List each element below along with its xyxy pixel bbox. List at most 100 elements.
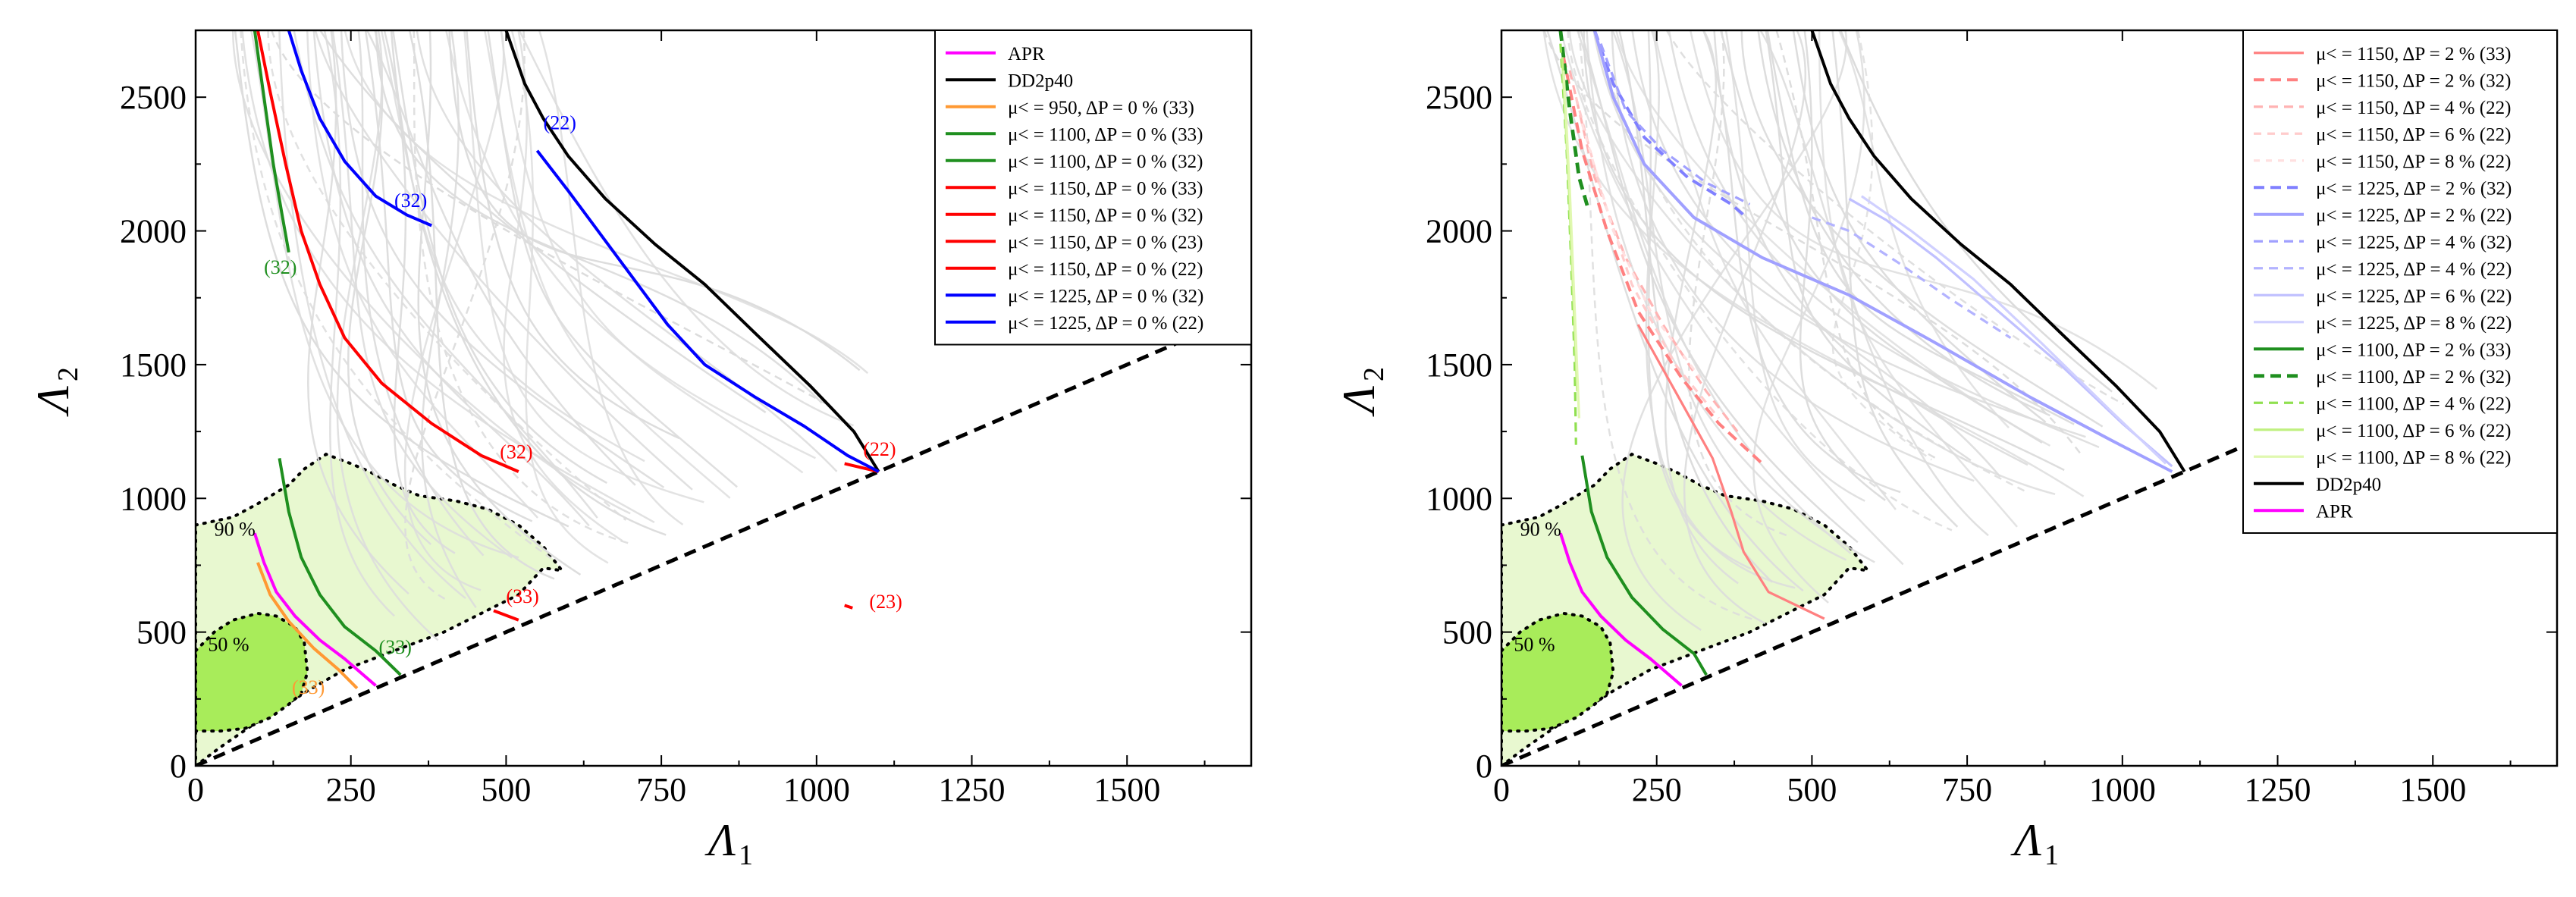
diagonal-line xyxy=(196,309,1251,766)
background-curve xyxy=(1766,30,2075,425)
x-tick-label: 1250 xyxy=(939,771,1006,808)
background-curve xyxy=(1592,30,2086,438)
background-curve xyxy=(278,30,466,600)
background-curve xyxy=(518,30,854,427)
background-curve xyxy=(357,30,485,557)
legend-entry-label: APR xyxy=(2316,501,2353,522)
background-curve xyxy=(417,30,582,576)
background-curve xyxy=(1543,30,2082,455)
x-axis-title: Λ xyxy=(704,815,736,865)
legend-entry-label: μ< = 1225, ΔP = 4 % (22) xyxy=(2316,259,2512,280)
series-line-12 xyxy=(1558,30,1590,210)
background-curve xyxy=(1611,30,1975,482)
annotation-label: (33) xyxy=(506,585,538,607)
background-curve xyxy=(1665,30,2125,406)
x-tick-label: 1500 xyxy=(1093,771,1160,808)
legend-box xyxy=(2242,30,2558,534)
legend-entry-label: μ< = 1100, ΔP = 8 % (22) xyxy=(2316,447,2511,468)
y-tick-label: 1000 xyxy=(120,480,187,517)
background-curve xyxy=(250,30,519,559)
background-curve xyxy=(445,30,816,459)
background-curve xyxy=(231,30,631,515)
y-tick-label: 1500 xyxy=(120,347,187,384)
background-curve xyxy=(240,30,552,560)
legend-entry-label: μ< = 1225, ΔP = 0 % (22) xyxy=(1008,313,1203,334)
background-curve xyxy=(234,30,569,528)
legend-entry-label: μ< = 1150, ΔP = 4 % (22) xyxy=(2316,98,2511,118)
background-curve xyxy=(306,30,539,519)
background-curve xyxy=(1775,30,1939,461)
series-line-4 xyxy=(253,30,290,253)
background-curves xyxy=(231,30,869,641)
background-curve xyxy=(404,30,526,601)
annotation-label: (32) xyxy=(500,441,532,463)
background-curve xyxy=(314,30,693,491)
legend-entry-label: μ< = 1150, ΔP = 0 % (33) xyxy=(1008,178,1203,199)
x-tick-label: 0 xyxy=(187,771,204,808)
legend-entry-label: μ< = 1150, ΔP = 0 % (22) xyxy=(1008,259,1203,280)
series-line-2 xyxy=(1568,70,1739,433)
background-curve xyxy=(319,30,767,413)
x-tick-label: 750 xyxy=(636,771,686,808)
y-axis-title-sub: 2 xyxy=(52,367,84,381)
background-curve xyxy=(1831,30,1932,461)
y-tick-label: 0 xyxy=(1476,748,1492,785)
series-line-7 xyxy=(1599,43,1751,205)
y-tick-label: 1000 xyxy=(1426,480,1492,517)
background-curve xyxy=(413,30,631,545)
plot-frame xyxy=(194,29,1253,767)
x-tick-label: 500 xyxy=(1787,771,1837,808)
background-curve xyxy=(1567,30,1953,532)
y-tick-label: 2000 xyxy=(120,213,187,250)
annotation-label: 50 % xyxy=(208,633,249,655)
legend-entry-label: μ< = 1150, ΔP = 8 % (22) xyxy=(2316,152,2511,172)
y-tick-label: 2500 xyxy=(120,79,187,116)
y-tick-label: 500 xyxy=(1442,614,1492,651)
legend-entry-label: μ< = 950, ΔP = 0 % (33) xyxy=(1008,98,1194,118)
series-line-9 xyxy=(287,30,432,227)
background-curve xyxy=(484,30,731,499)
x-tick-label: 750 xyxy=(1942,771,1992,808)
series-line-5 xyxy=(493,609,519,622)
x-tick-label: 1500 xyxy=(2399,771,2466,808)
x-axis-title-sub: 1 xyxy=(2044,839,2059,871)
x-tick-label: 250 xyxy=(326,771,376,808)
series-line-15 xyxy=(1562,70,1580,419)
background-curve xyxy=(510,30,609,564)
background-curve xyxy=(500,30,804,474)
background-curve xyxy=(1576,30,1852,554)
background-curve xyxy=(307,30,409,595)
series-line-0 xyxy=(1636,324,1825,620)
legend-entry-label: μ< = 1225, ΔP = 6 % (22) xyxy=(2316,286,2512,306)
background-curve xyxy=(375,30,823,404)
background-curve xyxy=(271,30,830,407)
legend-entry-label: μ< = 1225, ΔP = 2 % (22) xyxy=(2316,205,2512,226)
background-curve xyxy=(1652,30,1897,510)
legend-entry-label: μ< = 1100, ΔP = 0 % (32) xyxy=(1008,152,1203,172)
legend-entry-label: μ< = 1100, ΔP = 2 % (33) xyxy=(2316,340,2511,360)
background-curve xyxy=(1621,30,1848,631)
y-axis-title-main: Λ xyxy=(1334,386,1384,417)
series-line-2 xyxy=(256,562,359,690)
series-line-1 xyxy=(1561,56,1764,465)
legend-entry-label: μ< = 1150, ΔP = 0 % (23) xyxy=(1008,232,1203,252)
legend: μ< = 1150, ΔP = 2 % (33) μ< = 1150, ΔP = … xyxy=(2242,30,2558,534)
background-curve xyxy=(383,30,456,554)
series-line-11 xyxy=(1580,455,1708,676)
x-tick-label: 500 xyxy=(481,771,531,808)
background-curve xyxy=(1713,30,2028,466)
annotation-label: (32) xyxy=(264,256,297,278)
annotation-label: 90 % xyxy=(215,519,256,541)
legend: APR DD2p40 μ< = 950, ΔP = 0 % (33) μ< = 110… xyxy=(934,30,1252,346)
series-line-1 xyxy=(504,30,880,473)
annotation-label: 50 % xyxy=(1514,633,1555,655)
background-curve xyxy=(390,30,667,536)
background-curve xyxy=(538,30,684,525)
legend-entry-label: μ< = 1225, ΔP = 4 % (32) xyxy=(2316,232,2512,252)
background-curve xyxy=(366,30,636,486)
background-curve xyxy=(1740,30,2104,428)
legend-entry-label: μ< = 1100, ΔP = 4 % (22) xyxy=(2316,394,2511,414)
y-tick-label: 2500 xyxy=(1426,79,1492,116)
background-curve xyxy=(1560,30,1904,566)
